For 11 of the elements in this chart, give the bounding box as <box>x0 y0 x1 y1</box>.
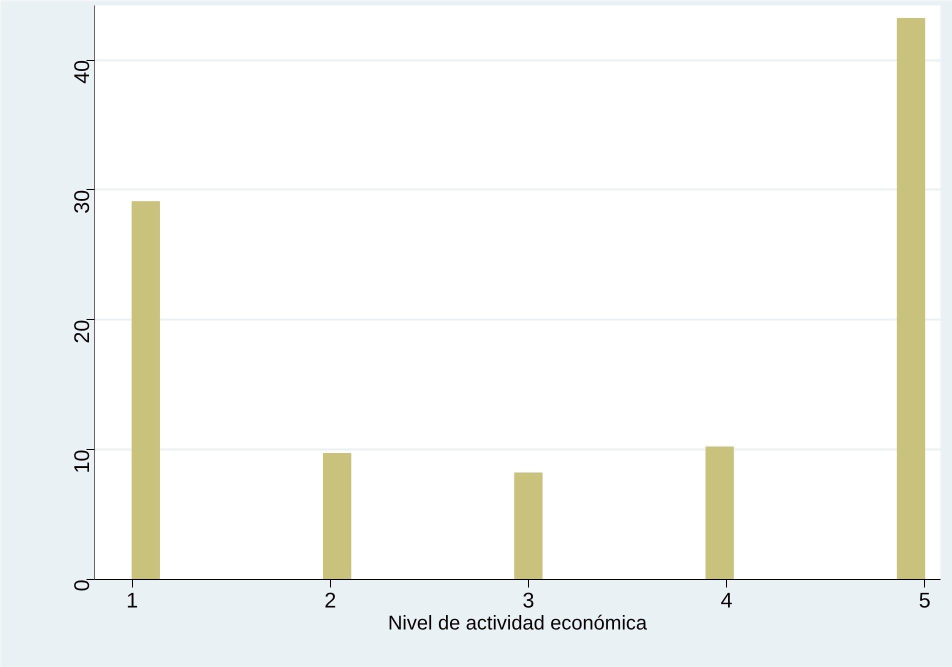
x-tick-label: 4 <box>720 588 733 612</box>
y-tick-label: 0 <box>70 579 94 592</box>
x-tick-label: 5 <box>918 588 931 612</box>
y-tick-label: 20 <box>70 320 94 344</box>
x-axis-title: Nivel de actividad económica <box>388 612 648 634</box>
x-tick-label: 1 <box>126 588 138 612</box>
y-tick-label: 10 <box>70 449 94 474</box>
x-tick-label: 2 <box>324 588 336 612</box>
x-tick-label: 3 <box>522 588 534 612</box>
y-tick-label: 40 <box>70 60 94 84</box>
y-tick-label: 30 <box>70 190 94 214</box>
